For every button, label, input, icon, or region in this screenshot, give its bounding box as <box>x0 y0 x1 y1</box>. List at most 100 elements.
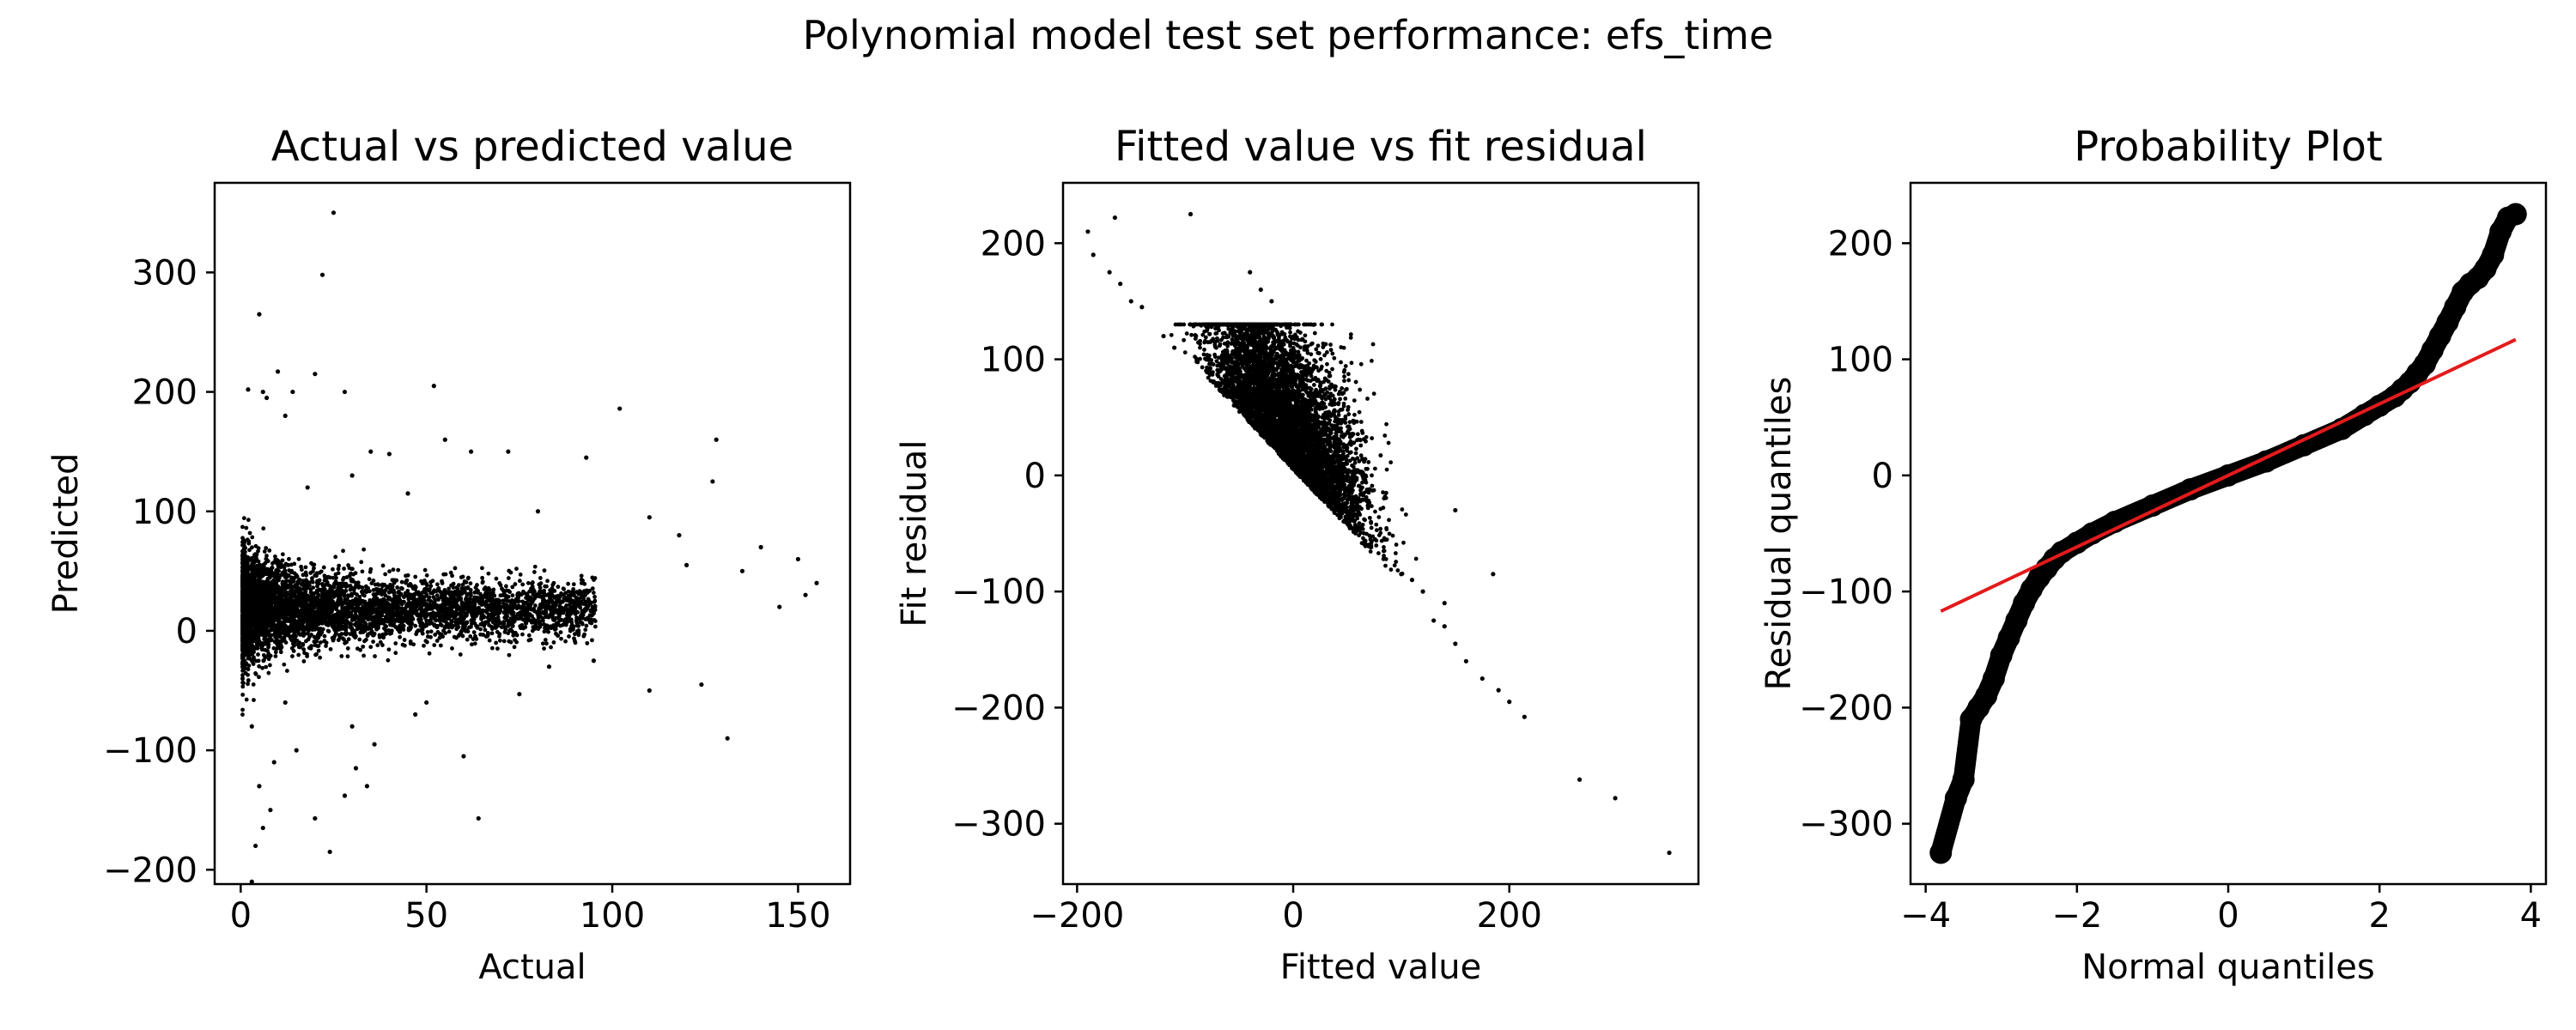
data-point <box>291 585 296 589</box>
data-point <box>520 599 525 604</box>
data-point <box>359 560 364 565</box>
data-point <box>460 633 465 639</box>
data-point <box>562 597 567 601</box>
data-point <box>520 632 525 637</box>
data-point <box>360 589 364 594</box>
data-point <box>434 618 439 623</box>
data-point <box>246 621 252 626</box>
data-point <box>331 591 337 597</box>
data-point <box>305 654 310 658</box>
data-point <box>481 608 486 613</box>
data-point <box>487 613 491 617</box>
data-point <box>246 667 251 672</box>
data-point <box>252 635 258 640</box>
data-point <box>471 617 476 622</box>
data-point <box>432 600 436 605</box>
data-point <box>549 645 553 650</box>
data-point <box>471 630 477 635</box>
data-point <box>592 599 597 604</box>
data-point <box>355 620 360 625</box>
data-point <box>245 599 250 604</box>
data-point <box>502 605 507 610</box>
data-point <box>453 566 458 571</box>
data-point <box>335 591 340 596</box>
data-point <box>480 566 484 571</box>
data-point <box>351 587 356 592</box>
data-point <box>439 632 444 637</box>
data-point <box>339 654 344 658</box>
data-point <box>510 585 515 590</box>
data-point <box>380 643 385 647</box>
data-point <box>474 623 478 628</box>
data-point <box>537 582 542 587</box>
data-point <box>256 633 261 639</box>
data-point <box>568 611 574 616</box>
data-point <box>314 590 319 595</box>
data-point <box>469 609 473 615</box>
data-point <box>283 591 289 596</box>
data-point <box>580 621 585 627</box>
data-point <box>255 638 260 643</box>
data-point <box>550 601 556 606</box>
data-point <box>355 592 359 597</box>
data-point <box>447 605 453 610</box>
data-point <box>301 647 307 651</box>
data-point <box>287 612 292 617</box>
data-point <box>324 640 329 645</box>
data-point <box>474 614 478 619</box>
data-point <box>480 579 485 585</box>
data-point <box>421 610 426 615</box>
data-point <box>264 554 269 558</box>
data-point <box>422 567 428 573</box>
data-point <box>470 621 474 627</box>
data-point <box>414 632 419 637</box>
data-point <box>346 637 351 642</box>
data-point <box>558 630 563 635</box>
data-point <box>451 623 456 628</box>
data-point <box>457 632 462 637</box>
data-point <box>316 634 321 639</box>
data-point <box>510 623 515 627</box>
data-point <box>532 564 538 569</box>
data-point <box>422 598 427 603</box>
data-point <box>440 579 444 584</box>
data-point <box>566 589 571 594</box>
data-point <box>319 569 324 574</box>
data-point <box>450 573 454 579</box>
data-point <box>395 585 400 590</box>
data-point <box>275 561 280 566</box>
data-point <box>343 623 349 628</box>
data-point <box>312 566 316 571</box>
data-point <box>310 579 315 585</box>
data-point <box>459 627 465 633</box>
data-point <box>487 638 492 643</box>
data-point <box>526 580 531 585</box>
data-point <box>447 591 451 596</box>
data-point <box>310 576 314 581</box>
data-point <box>358 630 363 635</box>
data-point <box>479 614 484 619</box>
data-point <box>576 633 581 638</box>
data-point <box>479 603 484 607</box>
data-point <box>504 615 508 620</box>
data-point <box>360 569 365 574</box>
data-point <box>240 524 245 530</box>
data-point <box>340 627 345 631</box>
data-point <box>337 612 343 617</box>
data-point <box>241 647 246 652</box>
data-point <box>506 621 511 626</box>
data-point <box>310 619 315 624</box>
figure-title: Polynomial model test set performance: e… <box>802 12 1774 58</box>
data-point <box>384 628 388 633</box>
data-point <box>501 620 507 624</box>
data-point <box>250 535 255 540</box>
data-point <box>252 552 258 557</box>
data-point <box>545 579 550 584</box>
data-point <box>501 588 506 593</box>
data-point <box>437 613 442 617</box>
data-point <box>456 597 461 602</box>
data-point <box>487 607 492 612</box>
data-point <box>405 573 410 578</box>
